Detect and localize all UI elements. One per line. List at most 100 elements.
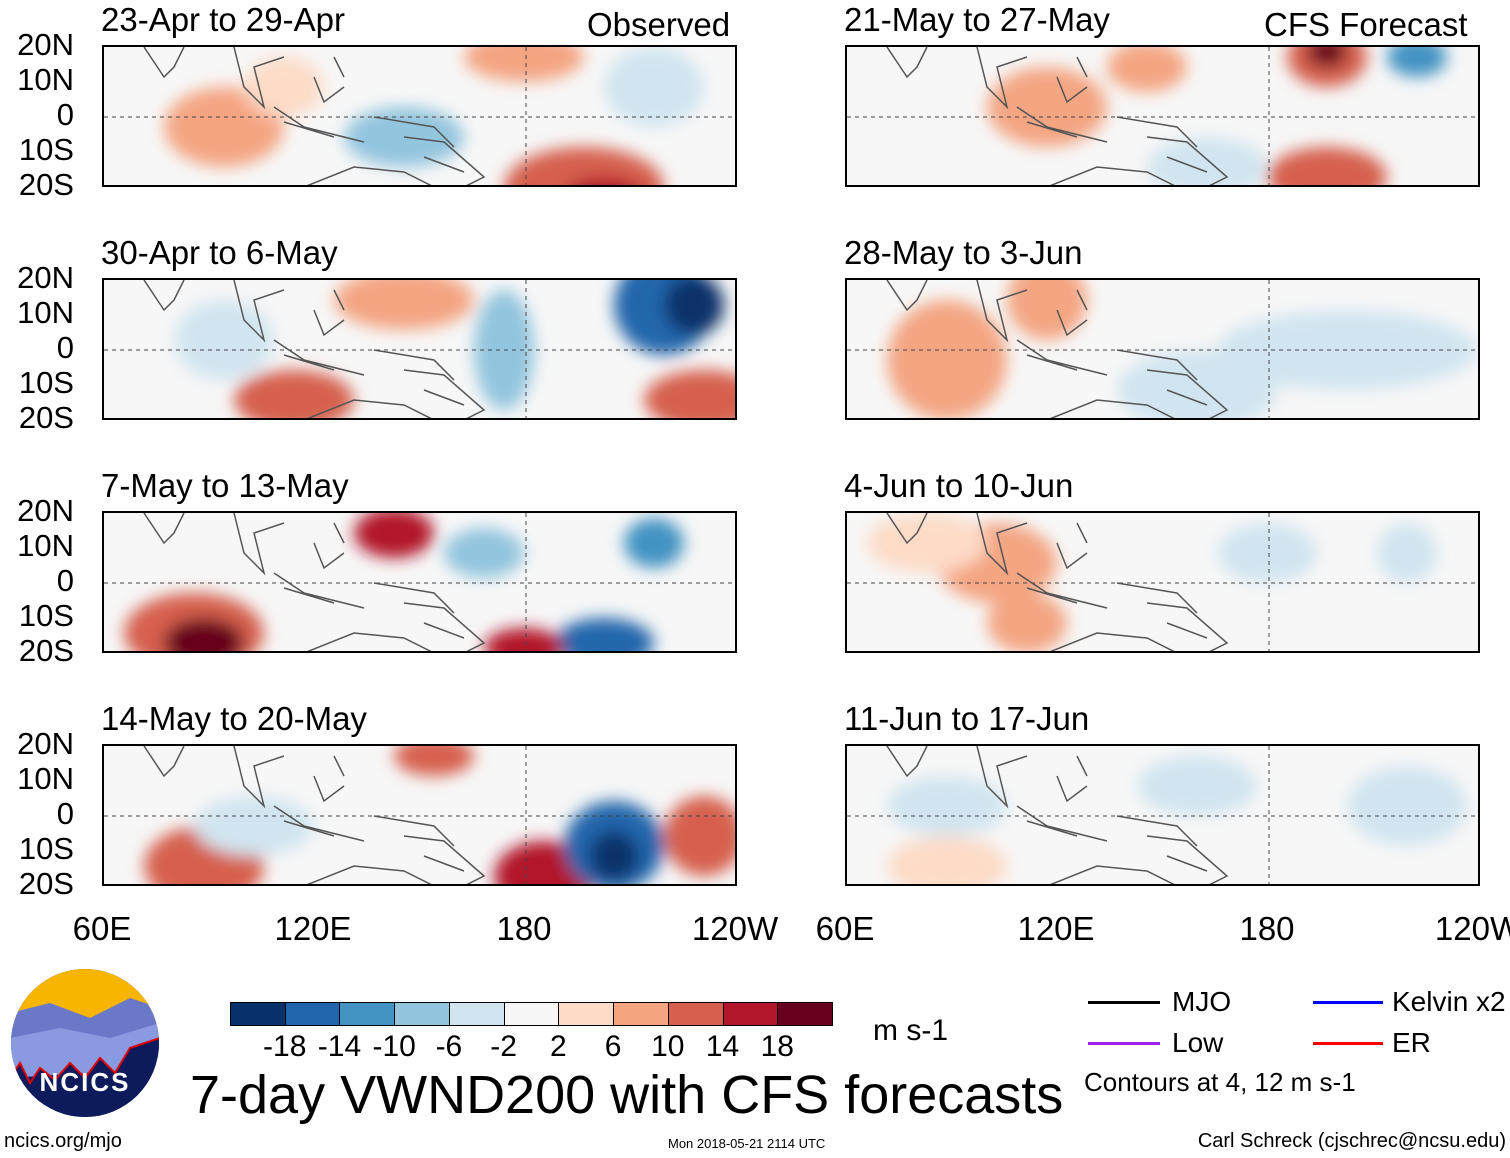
y-tick: 10S <box>18 132 74 167</box>
colorbar-units: m s-1 <box>873 1014 948 1047</box>
y-tick: 10N <box>17 295 74 330</box>
anomaly-region <box>194 796 314 856</box>
anomaly-region <box>1267 147 1387 185</box>
map-panel <box>102 45 737 187</box>
anomaly-region <box>887 836 1007 884</box>
x-tick: 120W <box>1434 910 1510 947</box>
colorbar-swatch <box>394 1002 450 1026</box>
anomaly-region <box>664 796 735 876</box>
y-tick: 20S <box>18 400 74 435</box>
colorbar-swatch <box>284 1002 341 1026</box>
map-panel <box>102 744 737 886</box>
anomaly-region <box>1217 523 1317 583</box>
colorbar-swatch <box>448 1002 505 1026</box>
map-panel <box>845 511 1480 653</box>
anomaly-region <box>164 87 284 167</box>
anomaly-region <box>444 528 524 578</box>
legend-label: MJO <box>1172 986 1232 1017</box>
anomaly-region <box>1147 137 1267 185</box>
footer-author: Carl Schreck (cjschrec@ncsu.edu) <box>1197 1130 1506 1152</box>
colorbar-swatch <box>722 1002 779 1026</box>
anomaly-region <box>1007 280 1087 340</box>
colorbar-swatch <box>777 1002 833 1026</box>
anomaly-region <box>354 513 434 558</box>
colorbar-swatch <box>230 1002 286 1026</box>
panel-title: 11-Jun to 17-Jun <box>844 700 1090 737</box>
anomaly-region <box>464 47 584 82</box>
coastline <box>886 280 1229 418</box>
y-tick: 10S <box>18 365 74 400</box>
anomaly-region <box>484 628 564 651</box>
anomaly-region <box>244 57 324 117</box>
x-tick: 120W <box>691 910 779 947</box>
observed-label: Observed <box>587 6 731 43</box>
footer-timestamp: Mon 2018-05-21 2114 UTC <box>668 1136 826 1151</box>
colorbar-label: -14 <box>317 1030 362 1063</box>
anomaly-region <box>1387 47 1447 77</box>
map-panel <box>845 278 1480 420</box>
forecast-label: CFS Forecast <box>1264 6 1468 43</box>
anomaly-region <box>164 618 244 651</box>
y-tick: 20S <box>18 633 74 668</box>
colorbar-label: 14 <box>705 1030 740 1063</box>
y-tick: 20N <box>17 493 74 528</box>
anomaly-region <box>867 513 987 573</box>
x-tick: 120E <box>274 910 352 947</box>
anomaly-region <box>664 280 724 335</box>
x-tick: 60E <box>72 910 132 947</box>
anomaly-region <box>644 370 735 418</box>
y-tick: 10N <box>17 62 74 97</box>
coastline <box>143 47 486 185</box>
footer-url[interactable]: ncics.org/mjo <box>4 1130 122 1152</box>
y-tick: 20S <box>18 866 74 901</box>
y-tick: 10S <box>18 598 74 633</box>
y-tick: 0 <box>56 796 74 831</box>
panel-title: 4-Jun to 10-Jun <box>844 467 1074 504</box>
colorbar-swatch <box>503 1002 560 1026</box>
legend-label: ER <box>1392 1027 1431 1058</box>
coastline <box>143 280 486 418</box>
colorbar-label: -18 <box>263 1030 307 1063</box>
anomaly-region <box>1107 47 1187 92</box>
chart-title: 7-day VWND200 with CFS forecasts <box>190 1065 1064 1125</box>
colorbar-label: 2 <box>550 1030 567 1063</box>
coastline <box>886 746 1229 884</box>
anomaly-region <box>334 280 474 330</box>
y-tick: 10S <box>18 831 74 866</box>
legend-label: Low <box>1172 1027 1224 1058</box>
anomaly-region <box>234 370 354 418</box>
panel-title: 28-May to 3-Jun <box>844 234 1083 271</box>
x-tick: 60E <box>815 910 875 947</box>
coastline <box>886 47 1229 185</box>
y-tick: 0 <box>56 563 74 598</box>
y-tick: 20S <box>18 167 74 202</box>
panel-title: 30-Apr to 6-May <box>101 234 338 271</box>
y-tick: 10N <box>17 528 74 563</box>
anomaly-region <box>604 47 704 127</box>
anomaly-region <box>987 593 1067 651</box>
colorbar-swatch <box>613 1002 669 1026</box>
y-tick: 10N <box>17 761 74 796</box>
y-tick: 20N <box>17 260 74 295</box>
map-panel <box>845 744 1480 886</box>
anomaly-region <box>887 776 1007 836</box>
colorbar-label: 18 <box>760 1030 794 1063</box>
anomaly-region <box>624 518 684 568</box>
legend-line-er <box>1313 1042 1383 1045</box>
anomaly-region <box>1307 47 1347 67</box>
coastline <box>886 513 1229 651</box>
contour-note: Contours at 4, 12 m s-1 <box>1084 1067 1356 1097</box>
x-tick: 120E <box>1017 910 1095 947</box>
ncics-logo: NCICS <box>10 968 160 1118</box>
map-panel <box>845 45 1480 187</box>
colorbar-swatch <box>558 1002 615 1026</box>
anomaly-region <box>174 300 274 380</box>
colorbar-swatch <box>339 1002 396 1026</box>
colorbar-label: -10 <box>372 1030 416 1063</box>
y-tick: 0 <box>56 97 74 132</box>
map-panel <box>102 278 737 420</box>
legend-line-kelvin <box>1313 1001 1383 1004</box>
map-panel <box>102 511 737 653</box>
anomaly-region <box>1377 523 1437 583</box>
anomaly-region <box>1137 756 1257 816</box>
